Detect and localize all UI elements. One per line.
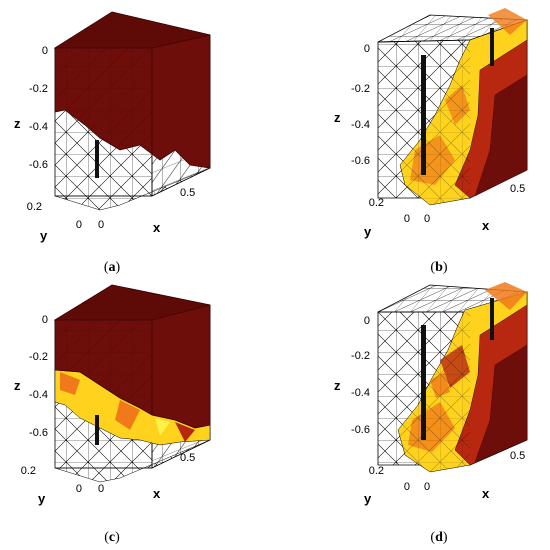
electrode bbox=[95, 140, 99, 178]
z-tick: -0.4 bbox=[29, 389, 48, 401]
z-axis-label: z bbox=[14, 378, 21, 393]
z-axis: 0 -0.2 -0.4 -0.6 z bbox=[14, 314, 48, 439]
x-tick: 0.5 bbox=[510, 183, 525, 195]
z-tick: 0 bbox=[42, 314, 48, 326]
x-tick: 0.5 bbox=[180, 452, 195, 464]
z-axis-label: z bbox=[14, 116, 21, 131]
y-tick: 0 bbox=[404, 481, 410, 493]
y-axis-label: y bbox=[364, 224, 372, 239]
panel-a: 0 -0.2 -0.4 -0.6 z 0.2 0 y 0 0.5 x (a) bbox=[14, 11, 211, 275]
z-axis: 0 -0.2 -0.4 -0.6 z bbox=[334, 315, 370, 436]
x-tick: 0 bbox=[98, 483, 104, 495]
z-tick: -0.4 bbox=[351, 387, 370, 399]
mesh-box bbox=[53, 284, 211, 483]
x-axis-label: x bbox=[482, 486, 490, 501]
z-axis-label: z bbox=[334, 378, 341, 393]
z-tick: -0.2 bbox=[29, 351, 48, 363]
mesh-box bbox=[377, 8, 528, 206]
y-tick: 0.2 bbox=[27, 201, 42, 213]
x-axis: 0 0.5 x bbox=[98, 187, 195, 235]
y-tick: 0.2 bbox=[369, 465, 384, 477]
y-axis-label: y bbox=[40, 228, 48, 243]
z-tick: -0.2 bbox=[351, 350, 370, 362]
z-axis: 0 -0.2 -0.4 -0.6 z bbox=[14, 45, 48, 171]
z-tick: -0.2 bbox=[351, 83, 370, 95]
z-tick: 0 bbox=[364, 43, 370, 55]
x-tick: 0.5 bbox=[510, 450, 525, 462]
mesh-box bbox=[377, 282, 528, 473]
panel-b: 0 -0.2 -0.4 -0.6 z 0.2 0 y 0 0.5 x (b) bbox=[334, 8, 528, 275]
x-axis: 0 0.5 x bbox=[424, 183, 525, 233]
panel-c: 0 -0.2 -0.4 -0.6 z 0.2 0 y 0 0.5 x (c) bbox=[14, 284, 211, 545]
y-axis: 0.2 0 y bbox=[364, 197, 410, 239]
electrode bbox=[421, 55, 426, 175]
y-tick: 0.2 bbox=[369, 197, 384, 209]
z-tick: -0.6 bbox=[29, 427, 48, 439]
z-tick: -0.6 bbox=[29, 159, 48, 171]
x-axis-label: x bbox=[153, 220, 161, 235]
x-tick: 0 bbox=[424, 213, 430, 225]
y-tick: 0 bbox=[404, 213, 410, 225]
electrode bbox=[490, 298, 494, 340]
y-tick: 0.2 bbox=[21, 465, 36, 477]
y-axis: 0.2 0 y bbox=[27, 201, 82, 243]
caption-b: (b) bbox=[430, 260, 447, 275]
caption-c: (c) bbox=[104, 530, 120, 545]
electrode bbox=[490, 28, 494, 66]
caption-d: (d) bbox=[430, 530, 447, 545]
y-tick: 0 bbox=[76, 483, 82, 495]
z-tick: -0.2 bbox=[29, 83, 48, 95]
y-tick: 0 bbox=[76, 219, 82, 231]
z-tick: 0 bbox=[364, 315, 370, 327]
z-tick: -0.6 bbox=[351, 155, 370, 167]
x-tick: 0.5 bbox=[180, 187, 195, 199]
x-axis: 0 0.5 x bbox=[98, 452, 195, 501]
caption-a: (a) bbox=[104, 260, 121, 275]
electrode bbox=[421, 325, 426, 440]
z-axis: 0 -0.2 -0.4 -0.6 z bbox=[334, 43, 370, 167]
x-axis-label: x bbox=[153, 486, 161, 501]
z-tick: -0.4 bbox=[29, 121, 48, 133]
z-tick: -0.6 bbox=[351, 424, 370, 436]
y-axis-label: y bbox=[364, 491, 372, 506]
z-tick: -0.4 bbox=[351, 119, 370, 131]
electrode bbox=[95, 415, 99, 445]
y-axis-label: y bbox=[38, 491, 46, 506]
panel-d: 0 -0.2 -0.4 -0.6 z 0.2 0 y 0 0.5 x (d) bbox=[334, 282, 528, 545]
z-tick: 0 bbox=[42, 45, 48, 57]
y-axis: 0.2 0 y bbox=[364, 465, 410, 506]
x-axis-label: x bbox=[482, 218, 490, 233]
x-axis: 0 0.5 x bbox=[424, 450, 525, 501]
x-tick: 0 bbox=[424, 481, 430, 493]
mesh-box bbox=[53, 11, 211, 211]
z-axis-label: z bbox=[334, 110, 341, 125]
y-axis: 0.2 0 y bbox=[21, 465, 82, 506]
x-tick: 0 bbox=[98, 219, 104, 231]
